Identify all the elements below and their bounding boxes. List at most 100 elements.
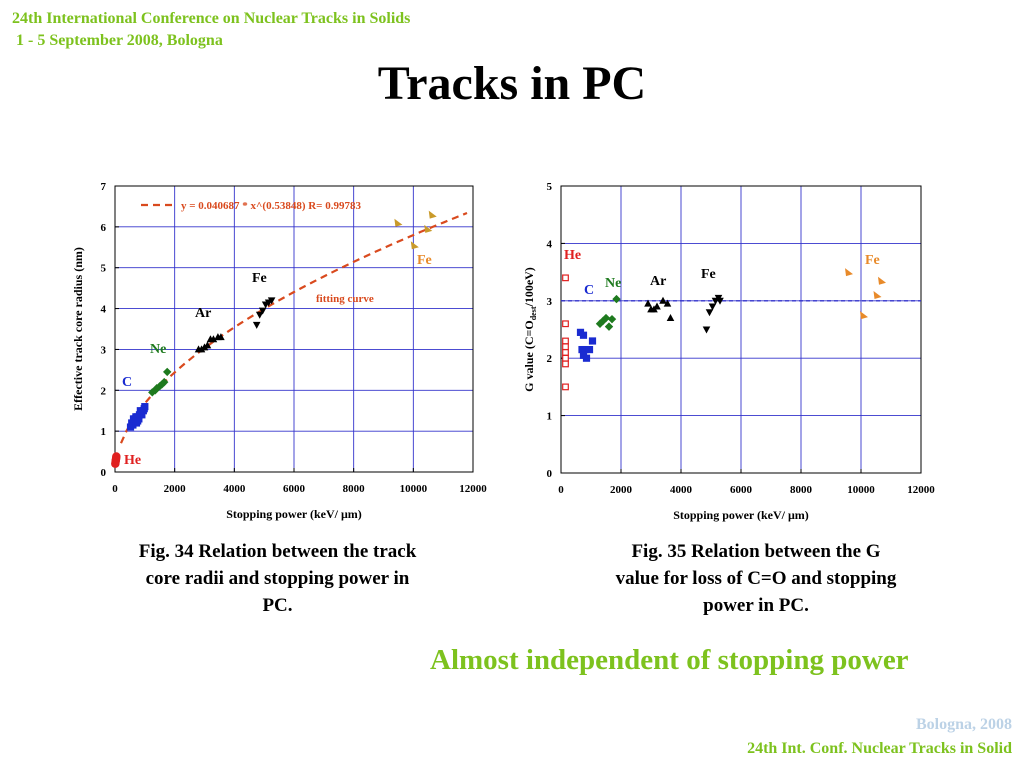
series-c-1 [126,403,149,431]
data-point [217,333,225,341]
y-axis-label: Effective track core radius (nm) [71,247,85,411]
series-label: Fe [701,267,716,282]
data-point [562,274,569,282]
y-tick-label: 6 [101,222,107,234]
y-tick-label: 7 [101,181,107,193]
fit-equation-label: y = 0.040687 * x^(0.53848) R= 0.99783 [181,200,361,212]
data-point [562,383,569,391]
y-tick-label: 4 [547,238,553,250]
series-label: Fe [865,253,880,268]
data-point [138,411,146,419]
radius-vs-stopping-power-chart: 0 2000 4000 6000 8000 10000 12000 0 1 2 3 4 5 6 7 Stopp… [71,181,487,521]
data-point [581,345,589,354]
data-point [252,321,261,329]
data-point [860,311,868,320]
data-point [653,302,661,310]
y-tick-label: 2 [547,353,553,365]
conference-dates: 1 - 5 September 2008, Bologna [12,32,223,49]
x-tick-label: 8000 [790,484,813,496]
data-point [203,341,212,349]
series-c-1 [576,328,597,362]
data-point [428,210,437,219]
fitting-curve-annotation: fitting curve [316,293,374,305]
x-tick-label: 10000 [400,483,428,495]
x-tick-label: 4000 [670,484,693,496]
y-tick-label: 0 [101,467,107,479]
data-point [209,335,218,343]
series-ne-2 [148,367,172,397]
y-tick-label: 2 [101,385,107,397]
y-tick-label: 3 [101,344,107,356]
series-he-0 [562,274,569,391]
series-ar-3 [644,296,675,322]
caption-line: Fig. 35 Relation between the G [631,541,881,562]
series-label: Ne [150,342,166,357]
x-tick-label: 2000 [610,484,633,496]
series-he-0 [111,452,121,469]
data-point [141,403,149,411]
y-tick-label: 4 [101,304,107,316]
series-label: Ar [650,274,666,289]
x-tick-label: 8000 [343,483,366,495]
g-value-vs-stopping-power-chart: 0 2000 4000 6000 8000 10000 12000 0 1 2 3 4 5 Stoppin… [522,181,935,522]
x-tick-label: 6000 [283,483,306,495]
y-tick-label: 1 [547,411,553,423]
conclusion-text: Almost independent of stopping power [430,644,909,676]
caption-line: power in PC. [703,595,809,616]
conference-name: 24th International Conference on Nuclear… [12,10,411,27]
data-point [562,360,569,368]
data-point [579,351,588,359]
data-point [134,417,142,425]
data-point [659,296,667,304]
data-point [152,384,161,393]
data-point [255,311,264,319]
data-point [873,291,882,300]
data-point [663,299,672,307]
data-point [562,349,569,356]
series-ne-2 [595,294,621,331]
data-point [562,320,569,328]
x-tick-label: 10000 [847,484,875,496]
y-axis-label: G value (C=Odest/100eV) [522,267,538,392]
series-label: Ar [195,306,211,321]
x-tick-label: 0 [112,483,118,495]
data-point [601,313,611,323]
data-point [666,314,675,322]
data-point [585,345,594,354]
data-point [644,299,652,307]
footer-conference: 24th Int. Conf. Nuclear Tracks in Solid [747,740,1012,757]
data-point [394,218,403,227]
x-tick-label: 4000 [223,483,246,495]
series-fe-5 [845,268,886,320]
series-label: He [564,248,581,263]
x-axis-label: Stopping power (keV/ μm) [673,508,809,522]
data-point [878,276,886,285]
figure-34-caption: Fig. 34 Relation between the track core … [100,538,455,619]
caption-line: core radii and stopping power in [145,568,410,589]
data-point [708,303,717,311]
data-point [604,322,614,331]
data-point [562,354,569,362]
series-ar-3 [194,333,225,353]
data-point [112,452,121,461]
footer-location: Bologna, 2008 [915,716,1012,733]
data-point [716,297,724,305]
data-point [258,307,267,315]
caption-line: value for loss of C=O and stopping [615,568,897,589]
data-point [163,367,172,377]
y-tick-label: 3 [547,296,553,308]
data-point [588,337,597,345]
data-point [267,297,276,305]
y-tick-label: 5 [547,181,553,193]
slide-title: Tracks in PC [377,57,647,110]
series-label: Fe [252,271,267,286]
data-point [702,326,711,334]
x-tick-label: 2000 [164,483,187,495]
figure-35-caption: Fig. 35 Relation between the G value for… [580,538,932,619]
series-label: Ne [605,276,621,291]
x-axis-label: Stopping power (keV/ μm) [226,507,362,521]
series-fe-4 [252,297,276,329]
data-point [410,241,419,250]
data-point [424,224,433,233]
conference-header: 24th International Conference on Nuclear… [12,8,410,52]
